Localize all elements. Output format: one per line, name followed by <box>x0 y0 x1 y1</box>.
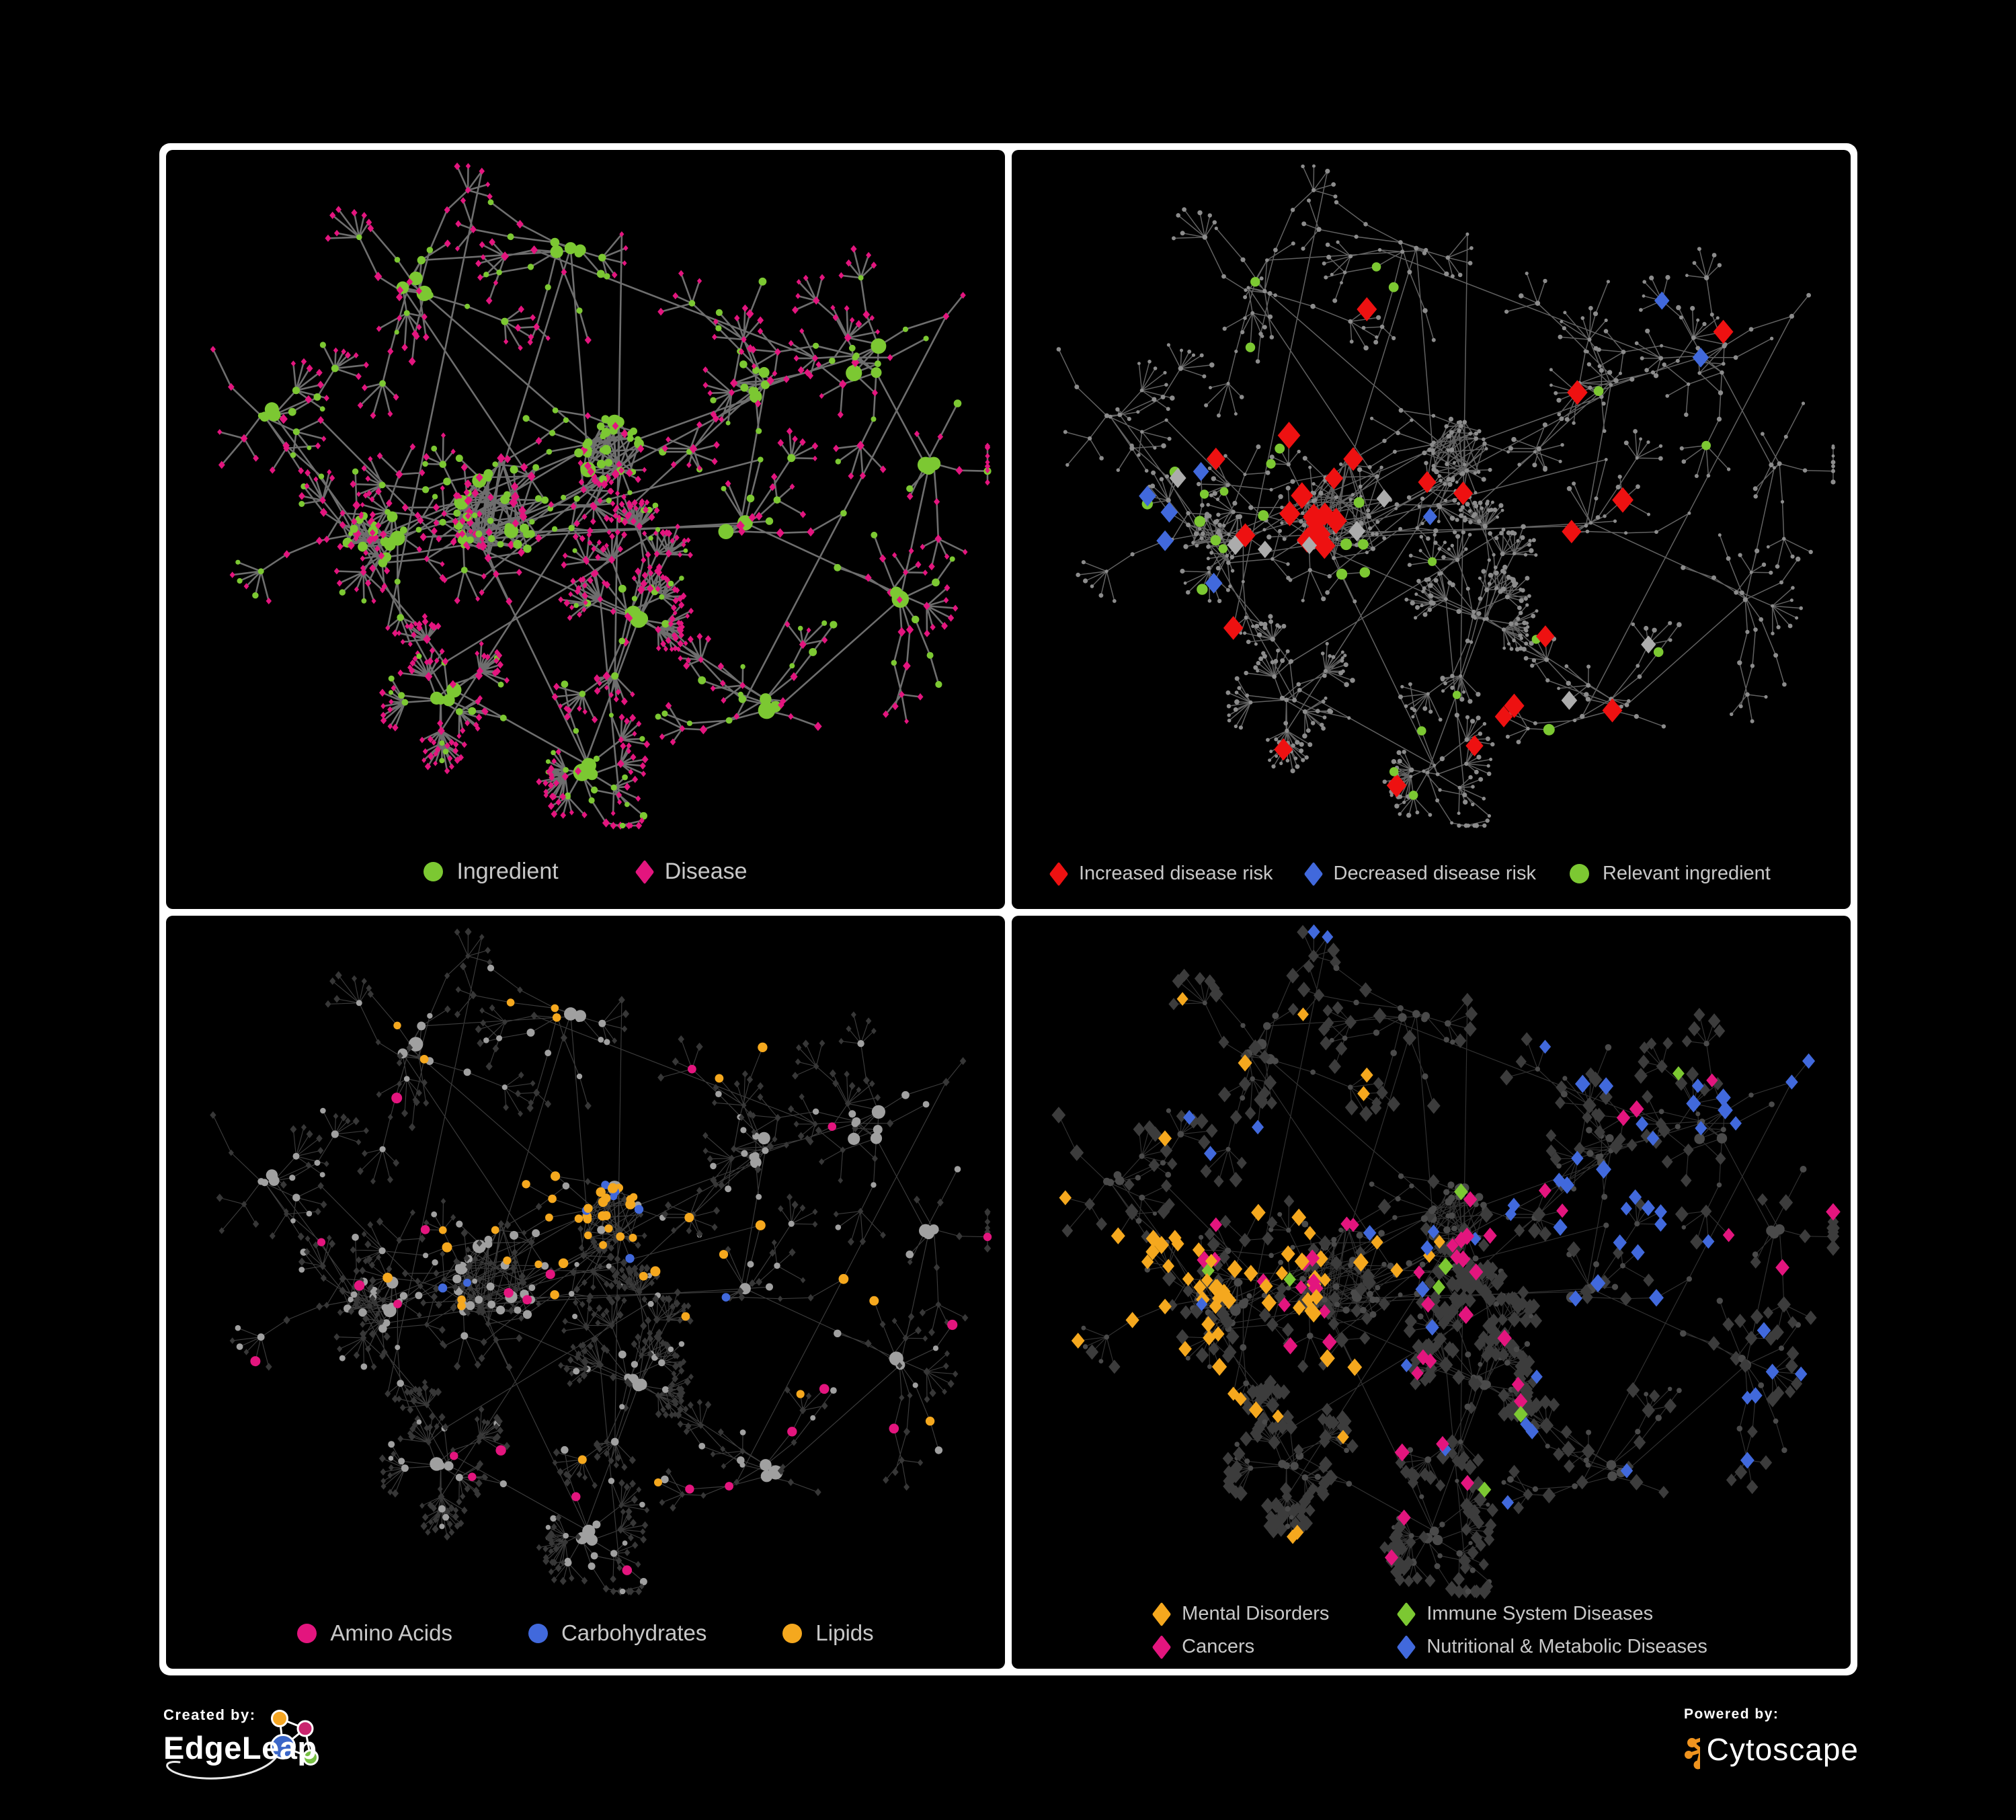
legend-label: Relevant ingredient <box>1602 863 1771 884</box>
legend-ingredient-classes: Amino Acids Carbohydrates Lipids <box>166 1620 1005 1646</box>
legend-label: Disease <box>664 859 748 884</box>
diamond-marker <box>1152 1601 1172 1626</box>
legend-disease-risk: Increased disease risk Decreased disease … <box>1012 861 1851 886</box>
legend-ingredient-disease: Ingredient Disease <box>166 859 1005 885</box>
ingredient-class-network-graph <box>210 927 992 1596</box>
legend-item-increased-disease-risk: Increased disease risk <box>1049 861 1273 886</box>
panel-grid: Ingredient Disease Increased disease risk… <box>159 143 1857 1675</box>
legend-item-lipids: Lipids <box>782 1620 874 1646</box>
edgeleap-brand-block: Created by: EdgeLeap <box>151 1706 353 1801</box>
legend-label: Ingredient <box>456 859 559 884</box>
legend-item-relevant-ingredient: Relevant ingredient <box>1569 863 1771 885</box>
diamond-marker <box>1152 1634 1172 1659</box>
legend-label: Nutritional & Metabolic Diseases <box>1426 1636 1707 1657</box>
ingredient-disease-network-graph <box>210 162 992 830</box>
cytoscape-wordmark: Cytoscape <box>1706 1732 1859 1767</box>
legend-item-disease: Disease <box>635 859 748 885</box>
legend-item-immune-system-diseases: Immune System Diseases <box>1397 1601 1707 1626</box>
panel-disease-risk: Increased disease risk Decreased disease … <box>1012 150 1851 909</box>
diamond-marker <box>635 859 654 884</box>
cytoscape-brand-block: Powered by: Cytoscape <box>1684 1706 1859 1772</box>
circle-marker <box>424 862 444 881</box>
edgeleap-node-magenta <box>296 1720 314 1737</box>
circle-marker <box>297 1623 317 1643</box>
legend-item-decreased-disease-risk: Decreased disease risk <box>1303 861 1536 886</box>
panel-ingredient-classes: Amino Acids Carbohydrates Lipids <box>166 916 1005 1669</box>
panel-ingredient-disease: Ingredient Disease <box>166 150 1005 909</box>
legend-disease-classes: Mental Disorders Immune System Diseases Ca… <box>1012 1601 1851 1659</box>
created-by-label: Created by: <box>163 1706 256 1723</box>
edgeleap-node-blue <box>270 1734 296 1759</box>
powered-by-label: Powered by: <box>1684 1706 1779 1722</box>
edgeleap-logo-icon <box>166 1710 319 1780</box>
circle-marker <box>528 1623 548 1643</box>
diamond-marker <box>1049 861 1069 886</box>
edgeleap-wordmark: EdgeLeap <box>163 1730 317 1766</box>
diamond-marker <box>1397 1601 1416 1626</box>
legend-label: Immune System Diseases <box>1426 1603 1654 1624</box>
legend-item-amino-acids: Amino Acids <box>297 1620 452 1646</box>
panel-disease-classes: Mental Disorders Immune System Diseases Ca… <box>1012 916 1851 1669</box>
legend-item-cancers: Cancers <box>1152 1634 1329 1659</box>
diamond-marker <box>1303 861 1323 886</box>
legend-item-ingredient: Ingredient <box>424 859 559 885</box>
legend-label: Cancers <box>1182 1636 1255 1657</box>
disease-risk-network-graph <box>1056 164 1836 828</box>
circle-marker <box>1569 864 1589 883</box>
legend-label: Decreased disease risk <box>1333 863 1536 884</box>
circle-marker <box>782 1623 803 1643</box>
legend-label: Amino Acids <box>330 1620 452 1645</box>
legend-label: Carbohydrates <box>561 1620 707 1645</box>
legend-label: Lipids <box>815 1620 874 1645</box>
legend-item-carbohydrates: Carbohydrates <box>528 1620 707 1646</box>
legend-label: Increased disease risk <box>1079 863 1273 884</box>
edgeleap-node-orange <box>271 1710 288 1727</box>
cytoscape-logo-icon <box>1685 1737 1700 1770</box>
diamond-marker <box>1397 1634 1416 1659</box>
disease-class-network-graph <box>1051 924 1841 1599</box>
edgeleap-swoosh <box>166 1755 278 1780</box>
edgeleap-node-green <box>303 1749 319 1766</box>
legend-item-mental-disorders: Mental Disorders <box>1152 1601 1330 1626</box>
legend-label: Mental Disorders <box>1182 1603 1330 1624</box>
legend-item-nutritional-metabolic-diseases: Nutritional & Metabolic Diseases <box>1397 1634 1707 1659</box>
